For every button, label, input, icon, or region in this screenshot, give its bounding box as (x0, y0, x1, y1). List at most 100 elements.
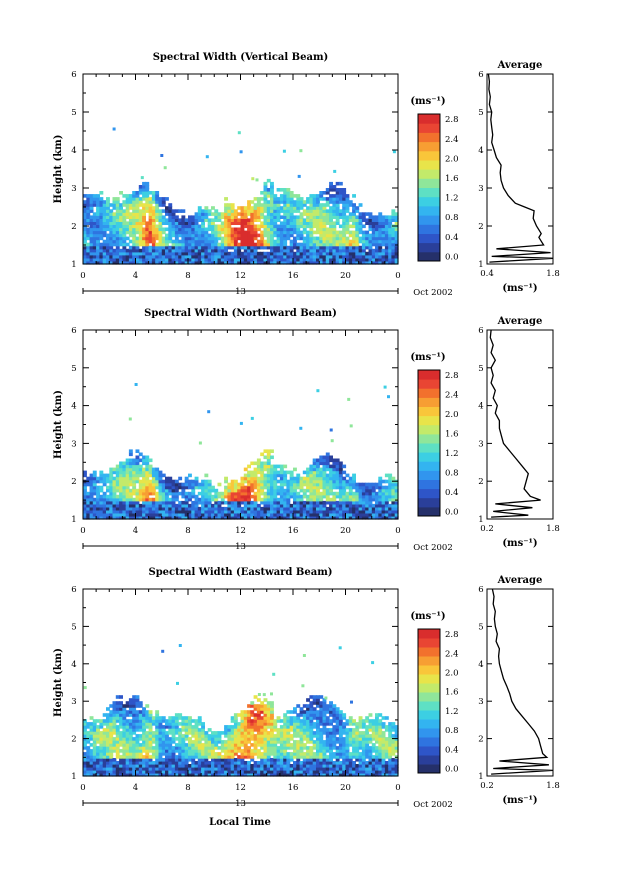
profile-y-tick-label: 3 (478, 439, 483, 449)
heatmap-cell (204, 474, 208, 478)
profile-y-tick-label: 4 (478, 402, 483, 412)
colorbar-tick-label: 2.0 (445, 154, 459, 164)
y-tick-label: 3 (71, 184, 76, 194)
heatmap-cells (83, 128, 399, 265)
heatmap-cells (83, 644, 399, 777)
heatmap-cell (393, 150, 396, 153)
heatmap-cell (240, 150, 243, 153)
colorbar-segment (418, 480, 440, 490)
colorbar-segment (418, 452, 440, 462)
day-label: 13 (235, 542, 246, 552)
heatmap-cell (270, 185, 274, 189)
heatmap-cell (378, 212, 382, 216)
heatmap-cell (145, 185, 149, 189)
heatmap-cell (346, 194, 350, 198)
colorbar-segment (418, 498, 440, 508)
colorbar-segment (418, 489, 440, 499)
heatmap-cell (164, 166, 167, 169)
profile-line (488, 74, 553, 262)
colorbar-unit-label: (ms⁻¹) (410, 96, 445, 107)
colorbar-tick-label: 0.0 (445, 252, 459, 262)
x-tick-label: 16 (288, 526, 299, 536)
colorbar-tick-label: 0.8 (445, 469, 459, 479)
heatmap-cell (270, 449, 274, 453)
heatmap-cell (231, 203, 235, 207)
heatmap-cell (333, 170, 336, 173)
heatmap-cell (168, 203, 172, 207)
colorbar-segment (418, 379, 440, 389)
heatmap-cell (198, 716, 202, 720)
heatmap-cell (316, 389, 319, 392)
colorbar-unit-label: (ms⁻¹) (410, 352, 445, 363)
heatmap-cell (218, 483, 222, 487)
colorbar-segment (418, 197, 440, 207)
profile-y-tick-label: 5 (478, 364, 483, 374)
y-tick-label: 6 (71, 326, 76, 336)
heatmap-cell (251, 417, 254, 420)
colorbar-segment (418, 397, 440, 407)
heatmap-cell (99, 191, 103, 195)
panel-1: Spectral Width (Vertical Beam)123456Heig… (53, 52, 560, 298)
heatmap-cell (198, 206, 202, 210)
colorbar-tick-label: 2.4 (445, 135, 459, 145)
x-tick-label: 0 (80, 526, 85, 536)
panel-title: Spectral Width (Northward Beam) (144, 308, 337, 319)
heatmap-cell (332, 225, 336, 229)
panel-3: Spectral Width (Eastward Beam)123456Heig… (53, 567, 560, 810)
heatmap-cell (283, 240, 287, 244)
profile-y-tick-label: 5 (478, 108, 483, 118)
y-tick-label: 2 (71, 222, 76, 232)
heatmap-cell (290, 191, 294, 195)
heatmap-cell (83, 471, 87, 475)
y-tick-label: 5 (71, 364, 76, 374)
profile-x-tick-label: 1.8 (546, 269, 560, 279)
heatmap-cell (145, 182, 149, 186)
profile-y-tick-label: 2 (478, 222, 483, 232)
heatmap-cell (296, 474, 300, 478)
x-tick-label: 20 (340, 526, 351, 536)
heatmap-cell (211, 206, 215, 210)
panel-title: Spectral Width (Vertical Beam) (153, 52, 329, 63)
heatmap-cell (155, 710, 159, 714)
heatmap-cell (207, 410, 210, 413)
heatmap-cell (352, 474, 356, 478)
profile-x-label: (ms⁻¹) (502, 283, 537, 294)
heatmap-cell (178, 477, 182, 481)
colorbar-segment (418, 243, 440, 253)
heatmap-cell (93, 471, 97, 475)
heatmap-cell (270, 701, 274, 705)
heatmap-cell (346, 474, 350, 478)
colorbar-segment (418, 188, 440, 198)
heatmap-cell (113, 128, 116, 131)
heatmap-cell (199, 442, 202, 445)
colorbar-tick-label: 0.4 (445, 488, 459, 498)
heatmap-cell (270, 182, 274, 186)
heatmap-cell (119, 191, 123, 195)
heatmap-cell (347, 398, 350, 401)
heatmap-cell (135, 383, 138, 386)
colorbar-tick-label: 1.6 (445, 430, 459, 440)
heatmap-cell (342, 188, 346, 192)
heatmap-cell (160, 154, 163, 157)
colorbar-segment (418, 507, 440, 517)
heatmap-cells (83, 383, 399, 520)
heatmap-cell (195, 477, 199, 481)
x-axis-label: Local Time (209, 817, 271, 828)
heatmap-cell (240, 422, 243, 425)
x-tick-label: 0 (80, 271, 85, 281)
y-tick-label: 3 (71, 439, 76, 449)
colorbar-segment (418, 142, 440, 152)
heatmap-cell (129, 453, 133, 457)
x-tick-label: 4 (133, 271, 138, 281)
y-axis-label: Height (km) (53, 390, 64, 459)
colorbar-segment (418, 215, 440, 225)
profile-title: Average (497, 60, 543, 71)
colorbar-tick-label: 2.4 (445, 391, 459, 401)
heatmap-cell (181, 209, 185, 213)
heatmap-cell (201, 722, 205, 726)
colorbar-segment (418, 370, 440, 380)
colorbar-tick-label: 1.6 (445, 174, 459, 184)
heatmap-cell (256, 178, 259, 181)
